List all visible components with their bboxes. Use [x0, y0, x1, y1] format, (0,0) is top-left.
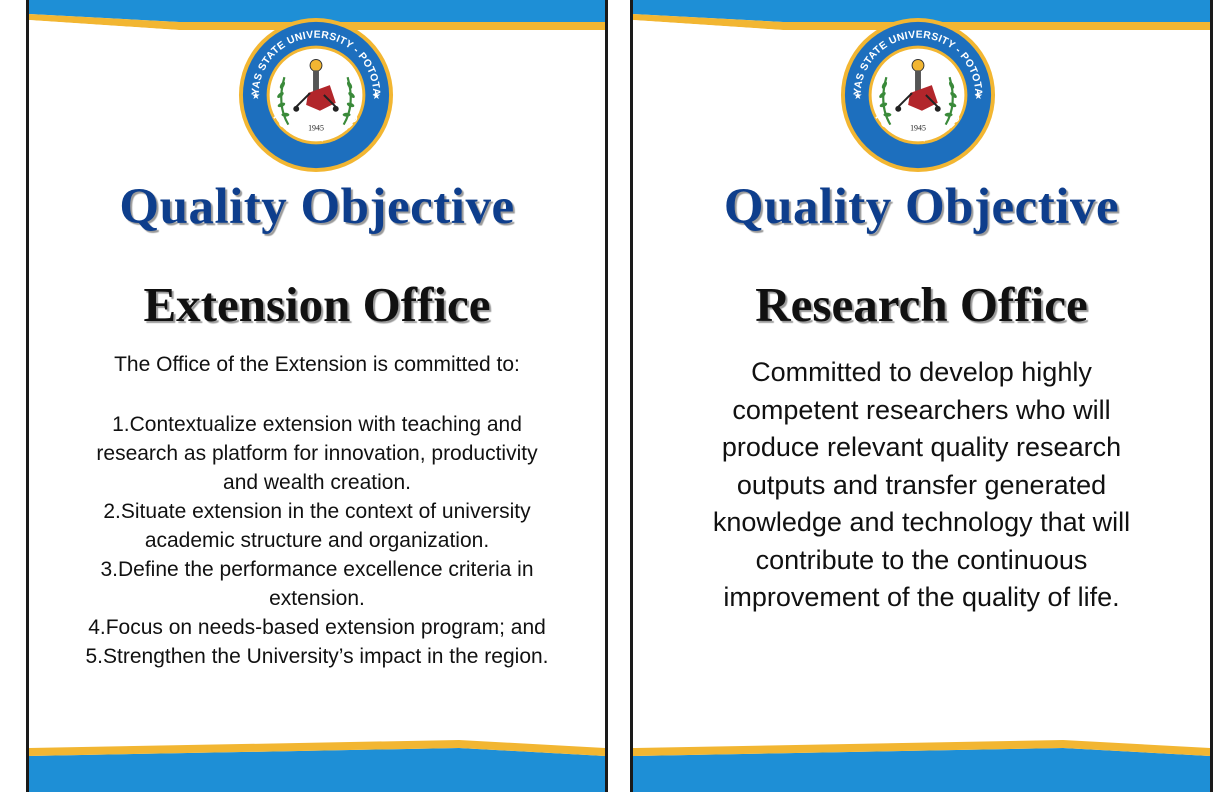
objective-line: 4.Focus on needs-based extension program…: [88, 616, 546, 639]
quality-objective-title: Quality Objective: [723, 179, 1120, 235]
objectives-list: 1.Contextualize extension with teaching …: [29, 410, 605, 671]
quality-objective-title: Quality Objective: [119, 179, 515, 235]
svg-text:★: ★: [974, 91, 983, 102]
university-seal-logo: WEST VISAYAS STATE UNIVERSITY - POTOTAN …: [839, 16, 996, 173]
intro-text: The Office of the Extension is committed…: [114, 353, 520, 376]
svg-text:★: ★: [853, 91, 862, 102]
extension-office-poster: WEST VISAYAS STATE UNIVERSITY - POTOTAN …: [26, 0, 608, 792]
statement-line: contribute to the continuous: [755, 544, 1088, 575]
objective-line: and wealth creation.: [223, 471, 411, 494]
objective-line: 3.Define the performance excellence crit…: [100, 558, 534, 581]
statement-line: outputs and transfer generated: [736, 469, 1107, 500]
svg-text:★: ★: [251, 91, 260, 102]
bottom-decorative-band: [29, 736, 605, 792]
university-seal-logo: WEST VISAYAS STATE UNIVERSITY - POTOTAN …: [237, 16, 394, 173]
svg-text:1945: 1945: [308, 124, 324, 133]
objective-line: 2.Situate extension in the context of un…: [103, 500, 531, 523]
svg-text:★: ★: [372, 91, 381, 102]
svg-text:1945: 1945: [910, 124, 926, 133]
objective-line: 5.Strengthen the University’s impact in …: [85, 645, 549, 668]
bottom-decorative-band: [633, 736, 1210, 792]
research-statement: Committed to develop highly competent re…: [633, 354, 1210, 617]
statement-line: competent researchers who will: [732, 394, 1111, 425]
office-name-heading: Research Office: [755, 277, 1088, 332]
statement-line: knowledge and technology that will: [712, 507, 1131, 537]
statement-line: Committed to develop highly: [751, 357, 1092, 387]
objective-line: 1.Contextualize extension with teaching …: [112, 413, 522, 436]
objective-line: academic structure and organization.: [144, 529, 490, 552]
objective-line: extension.: [269, 587, 365, 610]
objective-line: research as platform for innovation, pro…: [96, 442, 538, 465]
statement-line: produce relevant quality research: [721, 432, 1122, 462]
office-name-heading: Extension Office: [143, 277, 491, 332]
statement-line: improvement of the quality of life.: [723, 582, 1120, 612]
research-office-poster: WEST VISAYAS STATE UNIVERSITY - POTOTAN …: [630, 0, 1213, 792]
